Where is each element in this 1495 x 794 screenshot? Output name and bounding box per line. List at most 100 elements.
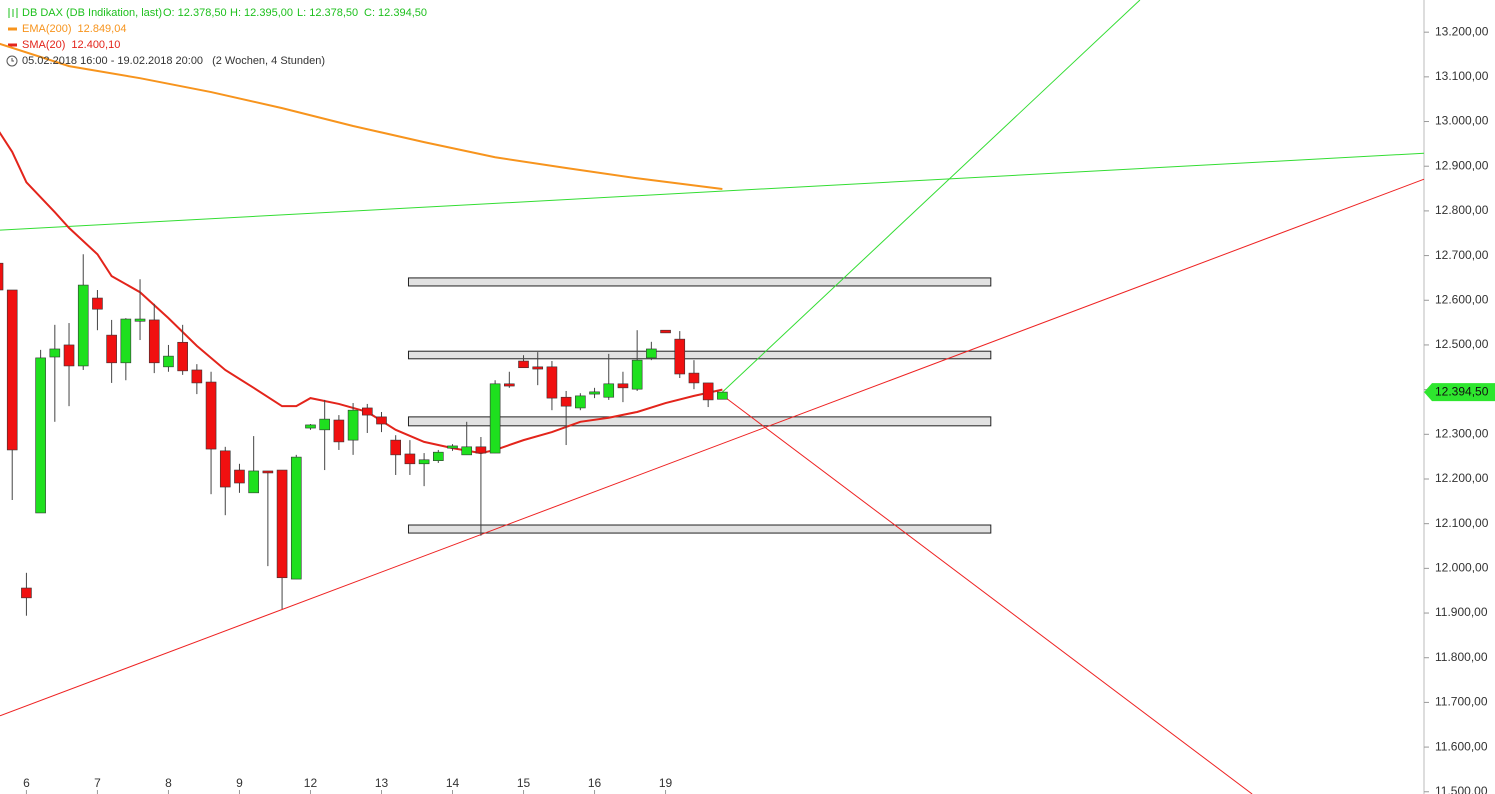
candle-body xyxy=(177,341,188,372)
y-tick-label: 12.600,00 xyxy=(1435,292,1489,306)
candle-body xyxy=(248,470,259,494)
chart-title: DB DAX (DB Indikation, last) xyxy=(22,7,162,19)
candle-body xyxy=(546,366,558,399)
candle-body xyxy=(404,453,416,465)
ohlc-label: C: 12.394,50 xyxy=(364,7,427,19)
candle-body xyxy=(603,383,615,398)
candle-body xyxy=(560,396,572,407)
x-tick-label: 9 xyxy=(236,776,243,790)
zone xyxy=(407,277,992,287)
candle-body xyxy=(262,470,274,474)
candle-body xyxy=(234,469,245,484)
candle-body xyxy=(35,357,46,514)
trendline xyxy=(716,390,1253,794)
candle-body xyxy=(575,395,586,409)
y-tick-label: 13.100,00 xyxy=(1435,69,1489,83)
candle-body xyxy=(518,360,529,369)
y-tick-label: 12.500,00 xyxy=(1435,337,1489,351)
legend-icons xyxy=(6,8,18,67)
price-tag xyxy=(1424,383,1495,402)
x-tick-label: 15 xyxy=(517,776,531,790)
x-tick-label: 14 xyxy=(446,776,460,790)
candle-body xyxy=(489,383,501,454)
ohlc-label: H: 12.395,00 xyxy=(230,7,293,19)
candle-body xyxy=(276,469,288,579)
plot-area xyxy=(0,0,1425,794)
candle-body xyxy=(191,369,203,384)
candle-body xyxy=(134,318,146,322)
candle-body xyxy=(148,319,160,364)
period: 05.02.2018 16:00 - 19.02.2018 20:00 xyxy=(22,55,203,67)
candle-body xyxy=(447,445,458,449)
y-tick-label: 11.600,00 xyxy=(1435,739,1488,753)
candle-body xyxy=(589,391,600,395)
candle-body xyxy=(532,366,544,370)
y-tick-label: 12.800,00 xyxy=(1435,203,1489,217)
candle-body xyxy=(646,348,657,359)
y-tick-label: 13.200,00 xyxy=(1435,24,1489,38)
candle-body xyxy=(0,262,4,291)
x-tick-label: 16 xyxy=(588,776,602,790)
line-series xyxy=(0,131,723,455)
y-tick-label: 13.000,00 xyxy=(1435,114,1489,128)
candle-body xyxy=(163,355,174,368)
y-tick-label: 12.700,00 xyxy=(1435,248,1489,262)
zone xyxy=(407,416,992,427)
candle-body xyxy=(504,383,515,387)
y-tick-label: 12.300,00 xyxy=(1435,426,1489,440)
candle-body xyxy=(305,424,316,429)
candle-body xyxy=(390,439,401,456)
candle-body xyxy=(674,338,686,375)
candle-body xyxy=(120,318,132,364)
candle-body xyxy=(376,416,387,425)
y-tick-label: 12.900,00 xyxy=(1435,158,1489,172)
candle-body xyxy=(319,418,330,431)
candle-body xyxy=(717,391,728,400)
x-tick-label: 8 xyxy=(165,776,172,790)
y-tick-label: 12.100,00 xyxy=(1435,516,1489,530)
x-tick-label: 7 xyxy=(94,776,101,790)
candle-body xyxy=(219,450,231,488)
candle-body xyxy=(205,381,217,450)
zone xyxy=(407,350,992,360)
y-tick-label: 11.800,00 xyxy=(1435,650,1488,664)
candle-body xyxy=(631,359,643,390)
candle-body xyxy=(21,587,32,599)
y-tick-label: 12.200,00 xyxy=(1435,471,1489,485)
candle-body xyxy=(49,348,61,358)
price-tag-label: 12.394,50 xyxy=(1435,384,1489,398)
legend-entry: EMA(200) xyxy=(22,23,72,35)
candle-body xyxy=(418,459,430,465)
x-tick-label: 6 xyxy=(23,776,30,790)
candle-body xyxy=(702,382,714,401)
x-tick-label: 12 xyxy=(304,776,318,790)
x-tick-label: 13 xyxy=(375,776,389,790)
legend-value: 12.400,10 xyxy=(71,39,120,51)
candle-body xyxy=(347,409,359,441)
candle-body xyxy=(461,446,473,456)
trendline xyxy=(722,0,1141,393)
candle-body xyxy=(688,372,700,384)
icon xyxy=(11,58,14,62)
ohlc-label: O: 12.378,50 xyxy=(163,7,227,19)
candle-body xyxy=(475,446,487,454)
trendline xyxy=(0,178,1425,717)
candle-body xyxy=(660,329,671,334)
candle-body xyxy=(106,334,117,364)
candle-body xyxy=(6,289,18,451)
legend-entry: SMA(20) xyxy=(22,39,65,51)
trendline xyxy=(0,152,1425,231)
candle-body xyxy=(92,297,103,310)
candle-body xyxy=(433,451,444,461)
candle-body xyxy=(290,456,302,580)
ohlc-label: L: 12.378,50 xyxy=(297,7,358,19)
candle-body xyxy=(333,419,345,443)
y-tick-label: 11.700,00 xyxy=(1435,695,1488,709)
x-tick-label: 19 xyxy=(659,776,673,790)
candle-body xyxy=(63,344,75,367)
candle-body xyxy=(617,383,629,389)
line-series xyxy=(0,42,723,190)
period-length: (2 Wochen, 4 Stunden) xyxy=(212,55,325,67)
candle-body xyxy=(77,284,89,367)
